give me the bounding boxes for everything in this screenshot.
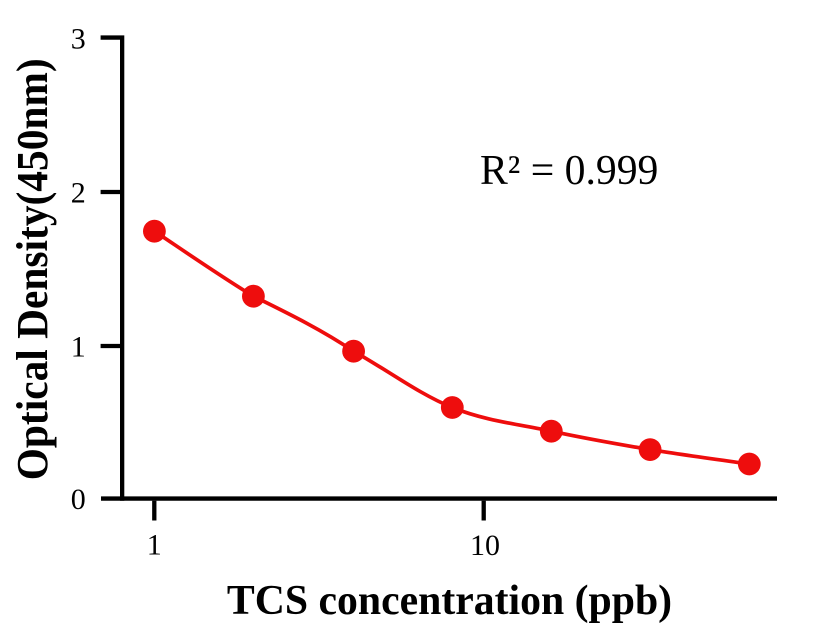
svg-text:1: 1 [147, 529, 162, 562]
svg-text:0: 0 [71, 483, 86, 516]
svg-text:1: 1 [71, 330, 86, 363]
svg-text:10: 10 [470, 529, 500, 562]
svg-text:Optical Density(450nm): Optical Density(450nm) [7, 58, 57, 480]
svg-text:2: 2 [71, 177, 86, 210]
svg-text:3: 3 [71, 23, 86, 56]
svg-text:TCS concentration (ppb): TCS concentration (ppb) [227, 577, 672, 624]
svg-text:R² = 0.999: R² = 0.999 [480, 148, 658, 194]
